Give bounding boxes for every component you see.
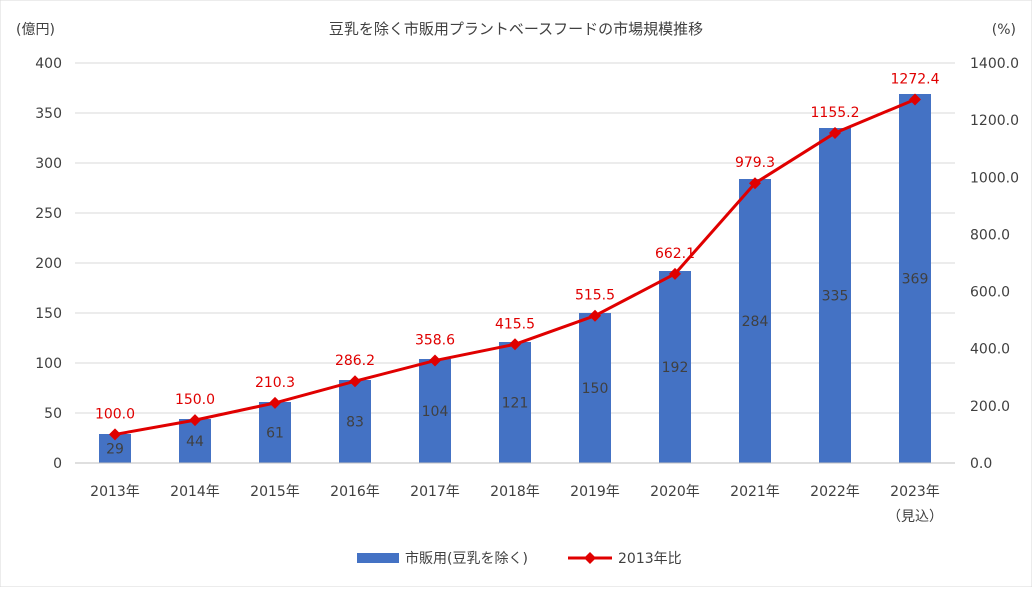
bar (819, 128, 851, 463)
y-right-tick-label: 800.0 (970, 227, 1010, 243)
x-tick-label: 2018年 (490, 484, 540, 500)
bar-value-label: 121 (502, 396, 529, 412)
line-marker (829, 126, 841, 139)
x-tick-label: 2014年 (170, 484, 220, 500)
line-value-label: 1272.4 (891, 71, 940, 87)
y-right-tick-label: 0.0 (970, 456, 992, 472)
line-marker (909, 93, 921, 106)
y-left-tick-label: 50 (44, 406, 62, 422)
legend: 市販用(豆乳を除く) 2013年比 (357, 550, 682, 567)
line-value-label: 415.5 (495, 316, 535, 332)
line-marker (669, 267, 681, 280)
line-value-label: 358.6 (415, 333, 455, 349)
bar-value-label: 104 (422, 404, 449, 420)
bar (499, 342, 531, 463)
bar-value-label: 369 (902, 272, 929, 288)
y-right-tick-label: 1000.0 (970, 170, 1019, 186)
gridlines (75, 62, 955, 414)
y-left-tick-label: 100 (35, 356, 62, 372)
line-marker (269, 396, 281, 409)
line-value-label: 150.0 (175, 392, 215, 408)
line-marker (509, 338, 521, 351)
bar-value-label: 284 (742, 314, 769, 330)
x-tick-label: 2017年 (410, 484, 460, 500)
chart-title: 豆乳を除く市販用プラントベースフードの市場規模推移 (329, 20, 703, 38)
line-value-label: 662.1 (655, 246, 695, 262)
x-tick-label: 2020年 (650, 484, 700, 500)
axes: 0 50 100 150 200 250 300 350 400 0.0 200.0 400.0 600… (35, 56, 1019, 525)
y-right-tick-label: 600.0 (970, 285, 1010, 301)
bar-value-label: 29 (106, 442, 124, 458)
bar (419, 359, 451, 463)
line-value-label: 286.2 (335, 353, 375, 369)
line-marker (349, 375, 361, 388)
line-marker (749, 177, 761, 190)
y-left-tick-label: 350 (35, 106, 62, 122)
x-tick-label: 2015年 (250, 484, 300, 500)
y-right-unit: (%) (992, 22, 1016, 38)
line-marker (589, 309, 601, 322)
legend-bar-label: 市販用(豆乳を除く) (405, 550, 528, 567)
bar-value-label: 150 (582, 381, 609, 397)
legend-line-label: 2013年比 (618, 551, 682, 567)
y-right-tick-label: 1200.0 (970, 113, 1019, 129)
y-left-tick-label: 200 (35, 256, 62, 272)
y-left-tick-label: 0 (53, 456, 62, 472)
legend-bar-swatch (357, 553, 399, 563)
bar-value-label: 192 (662, 360, 689, 376)
y-left-tick-label: 400 (35, 56, 62, 72)
line-value-label: 1155.2 (811, 105, 860, 121)
legend-line-marker (584, 552, 596, 564)
x-tick-label: 2019年 (570, 484, 620, 500)
bar-value-label: 83 (346, 415, 364, 431)
line-value-label: 210.3 (255, 375, 295, 391)
y-right-tick-label: 400.0 (970, 342, 1010, 358)
x-tick-label: 2016年 (330, 484, 380, 500)
y-left-tick-label: 250 (35, 206, 62, 222)
line-value-label: 515.5 (575, 288, 615, 304)
y-left-tick-label: 150 (35, 306, 62, 322)
bar (339, 380, 371, 463)
line-series: 100.0 150.0 210.3 286.2 358.6 415.5 515.5 662.1… (95, 71, 940, 441)
y-left-tick-label: 300 (35, 156, 62, 172)
y-right-tick-label: 1400.0 (970, 56, 1019, 72)
bar (739, 179, 771, 463)
y-left-unit: (億円) (16, 22, 55, 38)
x-tick-label: 2013年 (90, 484, 140, 500)
line-marker (189, 414, 201, 427)
bar (659, 271, 691, 463)
bar-value-label: 44 (186, 434, 204, 450)
line-value-label: 100.0 (95, 406, 135, 422)
line-marker (109, 428, 121, 441)
bar-value-label: 335 (822, 289, 849, 305)
bar-value-label: 61 (266, 426, 284, 442)
x-tick-label: 2021年 (730, 484, 780, 500)
y-right-tick-label: 200.0 (970, 399, 1010, 415)
line-value-label: 979.3 (735, 155, 775, 171)
line-marker (429, 354, 441, 367)
x-tick-note: （見込） (887, 509, 943, 525)
x-tick-label: 2023年 (890, 484, 940, 500)
bar (899, 94, 931, 463)
bar (259, 402, 291, 463)
bar (179, 419, 211, 463)
bar (579, 313, 611, 463)
x-tick-label: 2022年 (810, 484, 860, 500)
